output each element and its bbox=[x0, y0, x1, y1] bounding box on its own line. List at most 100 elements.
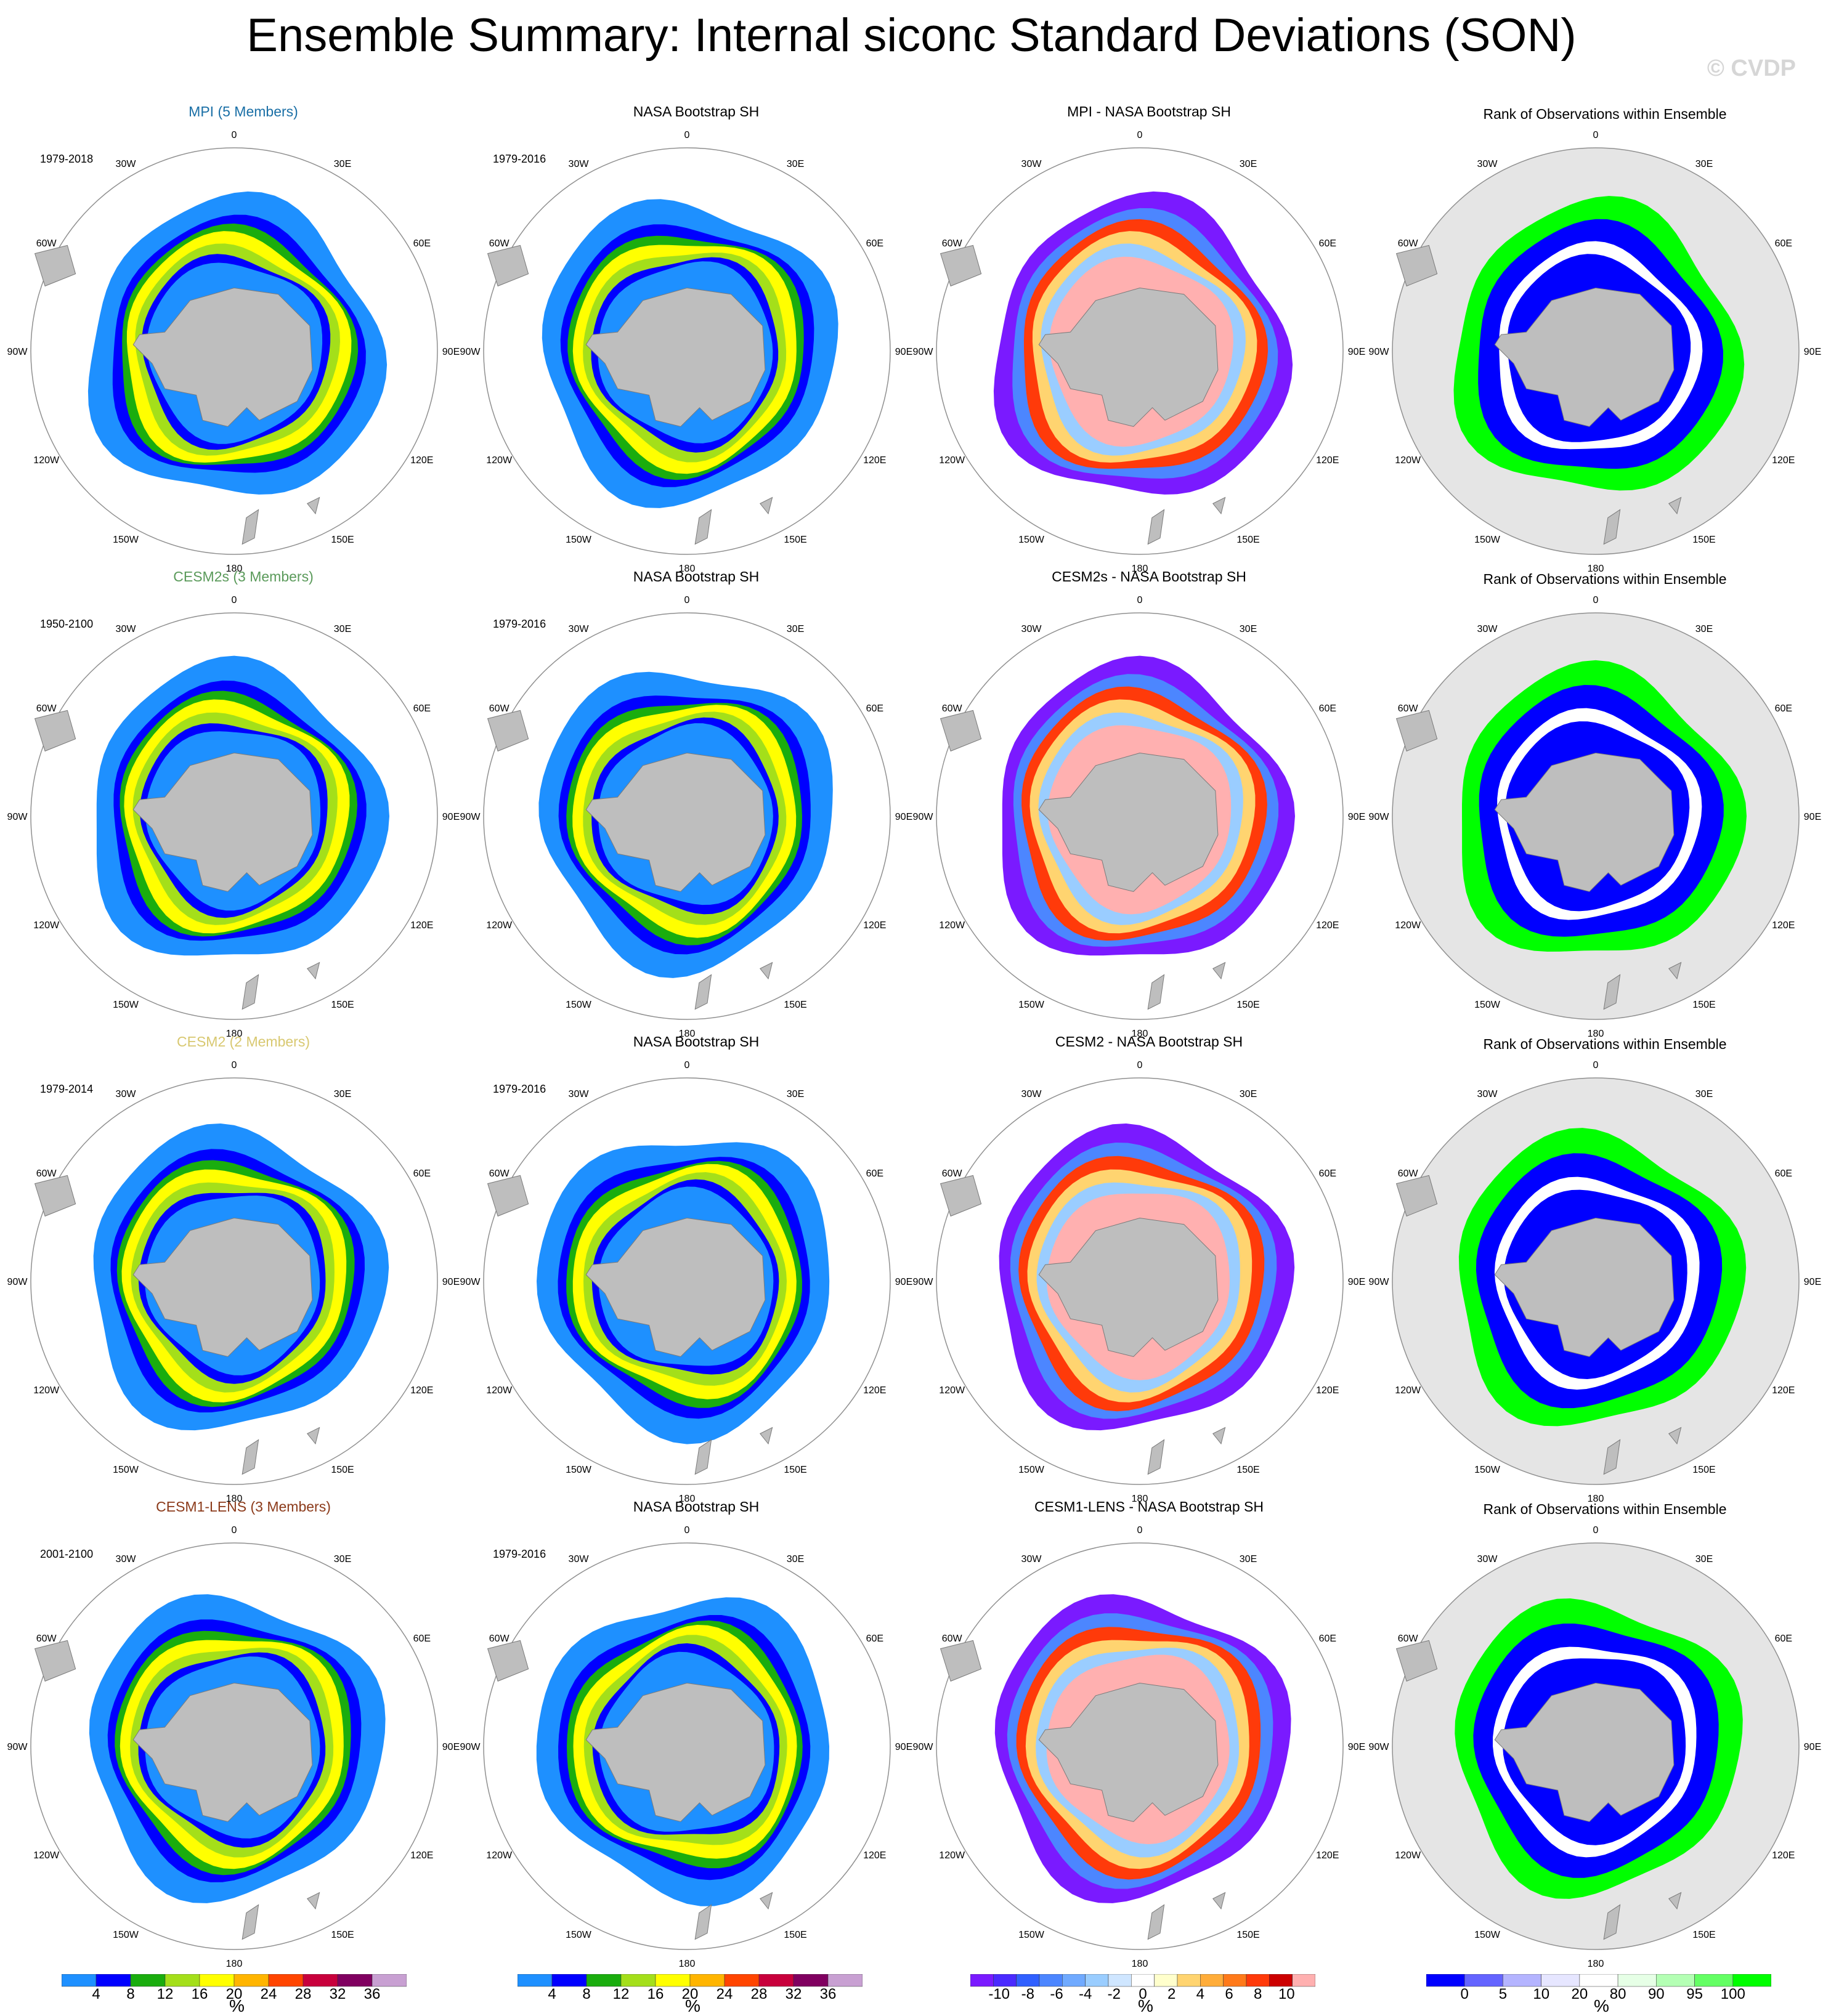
longitude-label: 30W bbox=[569, 624, 590, 634]
polar-map: 0 30E 60E 90E 120E 150E 180 150W 120W 90W 60W 30W bbox=[460, 1525, 913, 1969]
obs-map-panel: NASA Bootstrap SH 1979-2016 0 30E 60E 90E 120E… bbox=[460, 1494, 924, 1969]
longitude-label: 30E bbox=[787, 624, 804, 634]
colorbar-swatch bbox=[302, 1973, 338, 1987]
longitude-label: 150W bbox=[1474, 535, 1501, 545]
diff-map-panel: CESM1-LENS - NASA Bootstrap SH 0 30E 60E 90E… bbox=[913, 1494, 1377, 1969]
longitude-label: 90W bbox=[7, 347, 28, 357]
colorbar-tick-label: 32 bbox=[330, 1986, 346, 1999]
colorbar-swatch bbox=[1039, 1973, 1063, 1987]
tasmania-landmass bbox=[307, 961, 320, 980]
longitude-label: 30E bbox=[787, 1089, 804, 1099]
longitude-label: 30W bbox=[569, 1089, 590, 1099]
longitude-label: 60W bbox=[36, 1633, 57, 1644]
longitude-label: 60E bbox=[413, 703, 431, 714]
colorbar-tick-label: 32 bbox=[786, 1986, 802, 1999]
longitude-label: 60E bbox=[413, 1168, 431, 1179]
tasmania-landmass bbox=[1668, 1427, 1682, 1445]
longitude-label: 0 bbox=[1137, 1060, 1143, 1071]
colorbar-tick-label: 10 bbox=[1533, 1986, 1549, 1999]
new-zealand-landmass bbox=[1147, 1439, 1165, 1475]
new-zealand-landmass bbox=[694, 1439, 712, 1475]
longitude-label: 30W bbox=[1021, 624, 1042, 634]
longitude-label: 60W bbox=[942, 1633, 963, 1644]
model-map-panel: MPI (5 Members) 1979-2018 0 30E 60E 90E 120E 15… bbox=[7, 99, 471, 574]
new-zealand-landmass bbox=[242, 509, 259, 545]
colorbar-swatch bbox=[130, 1973, 166, 1987]
colorbar-tick-label: 5 bbox=[1499, 1986, 1507, 1999]
south-america-landmass bbox=[1395, 1175, 1438, 1217]
longitude-label: 120W bbox=[33, 920, 60, 931]
longitude-label: 60E bbox=[1775, 238, 1792, 249]
period-label: 2001-2100 bbox=[40, 1548, 94, 1560]
colorbar: 4 8 12 16 20 24 28 32 36% bbox=[517, 1973, 863, 2015]
longitude-label: 0 bbox=[1137, 130, 1143, 140]
south-america-landmass bbox=[940, 710, 982, 752]
longitude-label: 60W bbox=[489, 703, 510, 714]
longitude-label: 0 bbox=[1593, 1060, 1599, 1071]
colorbar-swatch bbox=[199, 1973, 235, 1987]
longitude-label: 60W bbox=[36, 703, 57, 714]
south-america-landmass bbox=[487, 1640, 529, 1682]
colorbar: 4 8 12 16 20 24 28 32 36% bbox=[61, 1973, 407, 2015]
longitude-label: 60E bbox=[1775, 1168, 1792, 1179]
longitude-label: 90E bbox=[442, 812, 460, 822]
longitude-label: 30W bbox=[1477, 624, 1498, 634]
panel-title: Rank of Observations within Ensemble bbox=[1483, 1501, 1727, 1517]
longitude-label: 90W bbox=[913, 347, 934, 357]
longitude-label: 90W bbox=[1369, 812, 1390, 822]
south-america-landmass bbox=[940, 245, 982, 287]
colorbar-tick-label: 100 bbox=[1721, 1986, 1745, 1999]
colorbar-tick-label: 0 bbox=[1461, 1986, 1469, 1999]
polar-map: 0 30E 60E 90E 120E 150E 180 150W 120W 90W 60W 30W bbox=[7, 595, 460, 1039]
tasmania-landmass bbox=[1212, 496, 1226, 515]
period-label: 1979-2016 bbox=[493, 1083, 546, 1095]
longitude-label: 120W bbox=[939, 1850, 965, 1861]
longitude-label: 120E bbox=[1316, 1385, 1339, 1396]
panel-title: MPI (5 Members) bbox=[189, 103, 298, 119]
new-zealand-landmass bbox=[1603, 509, 1621, 545]
panel-title: NASA Bootstrap SH bbox=[633, 103, 760, 119]
longitude-label: 90E bbox=[1348, 347, 1365, 357]
new-zealand-landmass bbox=[242, 974, 259, 1010]
colorbar-tick-label: 36 bbox=[364, 1986, 381, 1999]
polar-map: 0 30E 60E 90E 120E 150E 180 150W 120W 90W 60W 30W bbox=[1369, 1060, 1822, 1504]
tasmania-landmass bbox=[760, 961, 773, 980]
page-title: Ensemble Summary: Internal siconc Standa… bbox=[246, 9, 1577, 62]
obs-map-panel: NASA Bootstrap SH 1979-2016 0 30E 60E 90E 120E… bbox=[460, 99, 924, 574]
longitude-label: 150W bbox=[113, 535, 139, 545]
longitude-label: 0 bbox=[684, 1525, 690, 1536]
polar-map: 0 30E 60E 90E 120E 150E 180 150W 120W 90W 60W 30W bbox=[913, 595, 1366, 1039]
new-zealand-landmass bbox=[1603, 974, 1621, 1010]
antarctica-landmass bbox=[132, 1682, 313, 1823]
longitude-label: 0 bbox=[684, 595, 690, 605]
longitude-label: 30E bbox=[1695, 1089, 1713, 1099]
model-map-panel: CESM2 (2 Members) 1979-2014 0 30E 60E 90E 120E… bbox=[7, 1029, 471, 1504]
longitude-label: 0 bbox=[232, 130, 237, 140]
longitude-label: 150E bbox=[784, 1000, 806, 1010]
colorbar-swatch bbox=[1085, 1973, 1109, 1987]
longitude-label: 30E bbox=[1240, 624, 1257, 634]
colorbar-swatch bbox=[586, 1973, 622, 1987]
longitude-label: 120W bbox=[1395, 920, 1421, 931]
colorbar-unit: % bbox=[685, 1996, 700, 2015]
longitude-label: 30E bbox=[1240, 1089, 1257, 1099]
colorbar-swatch bbox=[164, 1973, 200, 1987]
new-zealand-landmass bbox=[1603, 1904, 1621, 1940]
longitude-label: 90E bbox=[1804, 1277, 1821, 1287]
colorbar-swatch bbox=[655, 1973, 691, 1987]
longitude-label: 120E bbox=[863, 1385, 886, 1396]
tasmania-landmass bbox=[1212, 1427, 1226, 1445]
longitude-label: 60E bbox=[1319, 238, 1336, 249]
longitude-label: 60W bbox=[489, 1633, 510, 1644]
longitude-label: 150W bbox=[566, 535, 592, 545]
longitude-label: 120E bbox=[1772, 455, 1795, 466]
watermark: © CVDP bbox=[1707, 55, 1796, 81]
polar-map: 0 30E 60E 90E 120E 150E 180 150W 120W 90W 60W 30W bbox=[460, 1060, 913, 1504]
tasmania-landmass bbox=[1212, 1892, 1226, 1910]
longitude-label: 150E bbox=[1236, 535, 1259, 545]
colorbar-swatch bbox=[268, 1973, 304, 1987]
south-america-landmass bbox=[1395, 245, 1438, 287]
longitude-label: 90E bbox=[442, 1277, 460, 1287]
longitude-label: 90W bbox=[7, 1277, 28, 1287]
longitude-label: 150W bbox=[1018, 535, 1045, 545]
